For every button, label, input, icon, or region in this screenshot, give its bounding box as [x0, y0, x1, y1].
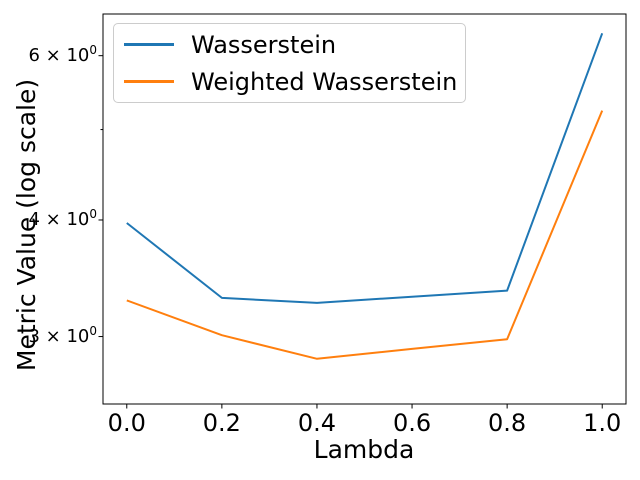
- y-tick-label: 4 × 100: [28, 206, 97, 230]
- plot-border: [102, 13, 627, 405]
- x-tick-label: 0.4: [297, 409, 337, 437]
- y-tick-label: 6 × 100: [28, 42, 97, 66]
- wasserstein-line-swatch: [124, 43, 174, 46]
- y-axis-title: Metric Value (log scale): [12, 78, 41, 372]
- x-tick-label: 1.0: [583, 409, 622, 437]
- x-tick-label: 0.8: [488, 409, 527, 437]
- legend-item-wasserstein: Wasserstein: [114, 31, 465, 59]
- x-tick-label: 0.0: [107, 409, 146, 437]
- series-line-wasserstein: [126, 32, 604, 304]
- x-tick-label: 0.6: [392, 409, 432, 437]
- legend-label-weighted-wasserstein: Weighted Wasserstein: [191, 67, 458, 96]
- legend-item-weighted-wasserstein: Weighted Wasserstein: [114, 68, 465, 96]
- x-tick-label: 0.2: [202, 409, 241, 437]
- legend-label-wasserstein: Wasserstein: [191, 30, 337, 59]
- y-tick-label: 3 × 100: [28, 323, 97, 347]
- weighted-wasserstein-line-swatch: [124, 80, 174, 83]
- series-line-weighted-wasserstein: [126, 110, 604, 360]
- x-axis-title: Lambda: [313, 435, 415, 464]
- legend-box: Wasserstein Weighted Wasserstein: [113, 23, 466, 103]
